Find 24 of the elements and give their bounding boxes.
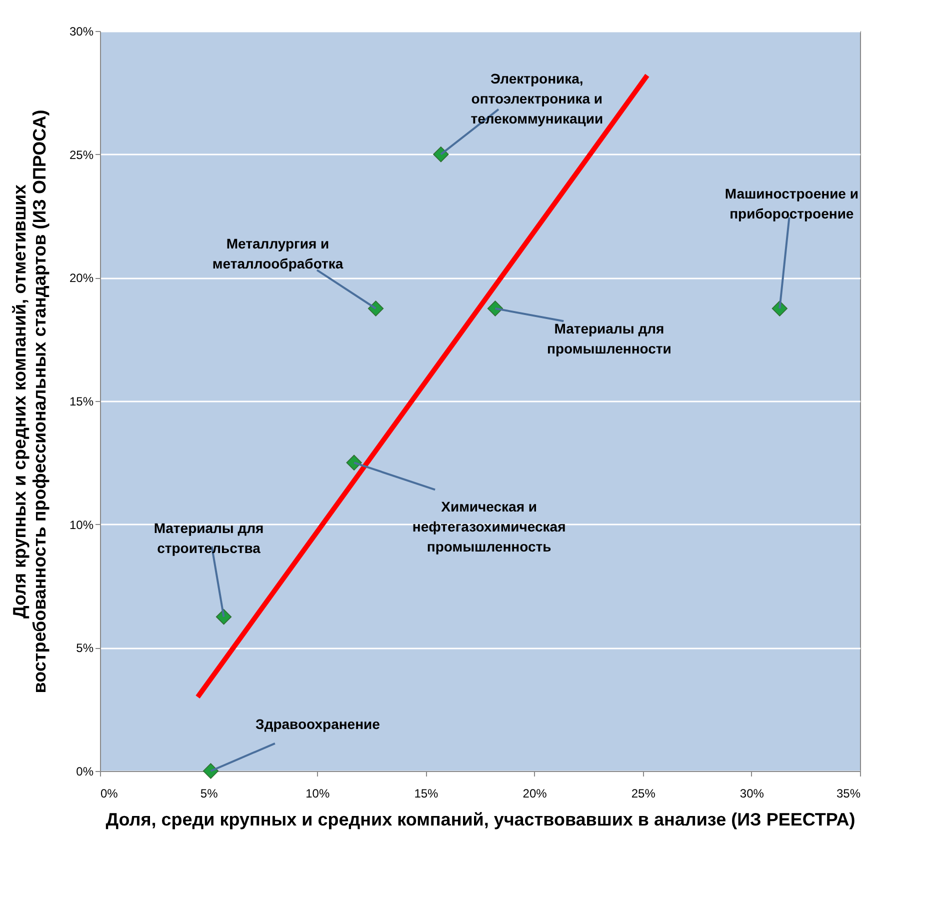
x-tick-label: 10% bbox=[306, 786, 330, 800]
y-tick-label: 25% bbox=[69, 148, 94, 162]
x-tick-label: 0% bbox=[100, 786, 118, 800]
x-tick-label: 20% bbox=[522, 786, 548, 800]
y-axis-title: Доля крупных и средних компаний, отметивших востребованность профессиональных стандартов (ИЗ ОПРОСА) bbox=[9, 110, 50, 694]
y-tick-label: 5% bbox=[76, 641, 94, 656]
y-tick-label: 0% bbox=[76, 764, 94, 778]
x-tick-label: 25% bbox=[631, 786, 656, 800]
annotation: Здравоохранение bbox=[256, 716, 380, 732]
y-tick-label: 20% bbox=[69, 271, 94, 286]
annotation: Металлургия и металлообработка bbox=[212, 236, 344, 272]
x-tick-label: 15% bbox=[414, 786, 439, 800]
annotation: Материалы для строительства bbox=[154, 520, 264, 556]
annotation: Материалы для промышленности bbox=[547, 320, 672, 356]
annotation: Химическая и нефтегазохимическая промышленность bbox=[412, 498, 566, 555]
annotation: Машиностроение и приборостроение bbox=[724, 186, 858, 222]
x-tick-label: 30% bbox=[740, 786, 764, 800]
y-tick-label: 30% bbox=[69, 24, 94, 38]
y-tick-label: 15% bbox=[69, 394, 94, 408]
y-tick-label: 10% bbox=[69, 518, 94, 532]
x-tick-label: 5% bbox=[200, 786, 218, 800]
x-tick-label: 35% bbox=[836, 786, 861, 800]
x-axis-title: Доля, среди крупных и средних компаний, участвовавших в анализе (ИЗ РЕЕСТРА) bbox=[106, 810, 856, 830]
annotation: Электроника, оптоэлектроника и телекоммуникации bbox=[470, 70, 604, 126]
